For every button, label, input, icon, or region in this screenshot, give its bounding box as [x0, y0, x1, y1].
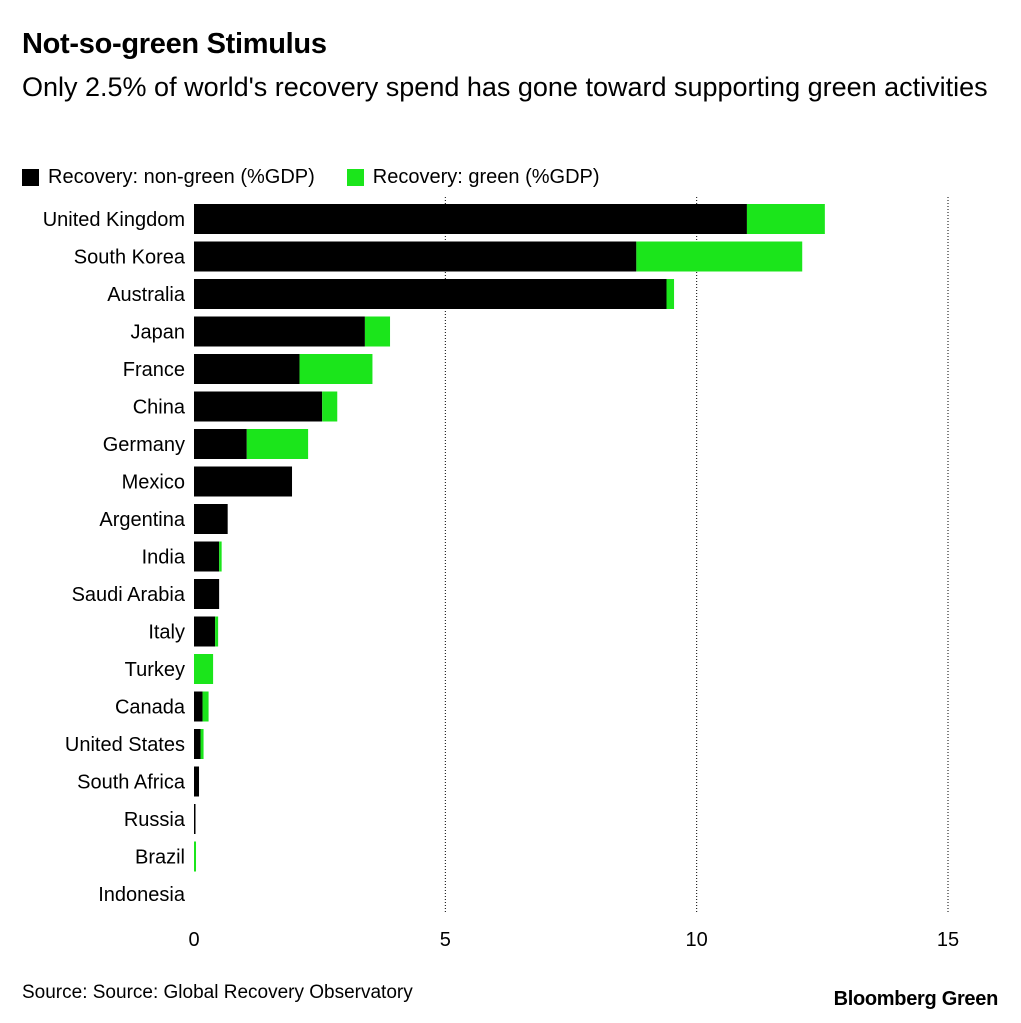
x-axis-ticks: 0 5 10 15 — [188, 929, 959, 951]
category-label: Argentina — [99, 509, 185, 531]
bar-segment-green — [322, 391, 338, 422]
x-tick-label: 5 — [440, 929, 451, 951]
category-label: South Korea — [74, 247, 186, 269]
category-label: Turkey — [125, 659, 185, 681]
bar-segment-non-green — [194, 504, 228, 534]
category-label: Australia — [107, 284, 186, 306]
category-label: Mexico — [122, 472, 185, 494]
x-tick-label: 10 — [686, 929, 708, 951]
bar-segment-green — [200, 729, 204, 759]
bar-segment-non-green — [194, 204, 747, 234]
category-label: France — [123, 359, 185, 381]
bar-chart: United Kingdom South Korea Australia Japan F… — [43, 197, 959, 951]
category-label: Canada — [115, 697, 186, 719]
legend-swatch-non-green — [22, 169, 39, 186]
category-label: South Africa — [77, 772, 186, 794]
bar-segment-non-green — [194, 541, 220, 572]
category-labels: United Kingdom South Korea Australia Japan F… — [43, 209, 186, 906]
x-tick-label: 15 — [937, 929, 959, 951]
bar-segment-non-green — [194, 729, 201, 759]
bar-segment-green — [219, 541, 222, 572]
bar-segment-green — [636, 241, 803, 272]
bar-segment-non-green — [194, 354, 300, 384]
bar-segment-non-green — [194, 391, 323, 422]
bar-segment-green — [202, 691, 209, 722]
chart-title: Not-so-green Stimulus — [22, 28, 327, 60]
gridlines — [444, 197, 949, 912]
bar-segment-non-green — [194, 279, 667, 309]
bar-segment-green — [194, 841, 197, 872]
category-label: China — [133, 397, 186, 419]
bar-segment-non-green — [194, 804, 196, 834]
source-note: Source: Source: Global Recovery Observat… — [22, 982, 413, 1003]
bar-segment-non-green — [194, 766, 200, 797]
bar-segment-green — [215, 616, 219, 647]
legend-label-green: Recovery: green (%GDP) — [372, 166, 600, 188]
category-label: Russia — [124, 809, 186, 831]
bar-segment-non-green — [194, 429, 247, 459]
bar-segment-green — [246, 429, 309, 459]
x-tick-label: 0 — [188, 929, 199, 951]
legend-label-non-green: Recovery: non-green (%GDP) — [48, 166, 315, 188]
legend-swatch-green — [346, 169, 364, 186]
category-label: Italy — [148, 622, 185, 644]
bar-segment-green — [666, 279, 675, 309]
bars — [194, 204, 825, 872]
category-label: Indonesia — [98, 884, 186, 906]
category-label: Japan — [131, 322, 186, 344]
legend-item-non-green: Recovery: non-green (%GDP) — [22, 166, 315, 189]
bar-segment-non-green — [194, 616, 216, 647]
bar-segment-non-green — [194, 579, 220, 609]
bar-segment-non-green — [194, 691, 203, 722]
brand-logo: Bloomberg Green — [833, 988, 999, 1010]
bar-segment-green — [364, 316, 391, 347]
bar-segment-green — [746, 204, 825, 234]
bar-segment-green — [194, 654, 214, 684]
bar-segment-non-green — [194, 316, 365, 347]
category-label: India — [142, 547, 186, 569]
legend-item-green: Recovery: green (%GDP) — [346, 166, 600, 189]
category-label: Germany — [103, 434, 185, 456]
category-label: Saudi Arabia — [72, 584, 186, 606]
bar-segment-non-green — [194, 466, 293, 497]
legend: Recovery: non-green (%GDP) Recovery: gre… — [22, 166, 632, 189]
category-label: United States — [65, 734, 185, 756]
bar-segment-non-green — [194, 241, 637, 272]
bar-segment-green — [299, 354, 373, 384]
category-label: Brazil — [135, 847, 185, 869]
category-label: United Kingdom — [43, 209, 185, 231]
chart-subtitle: Only 2.5% of world's recovery spend has … — [22, 72, 988, 102]
